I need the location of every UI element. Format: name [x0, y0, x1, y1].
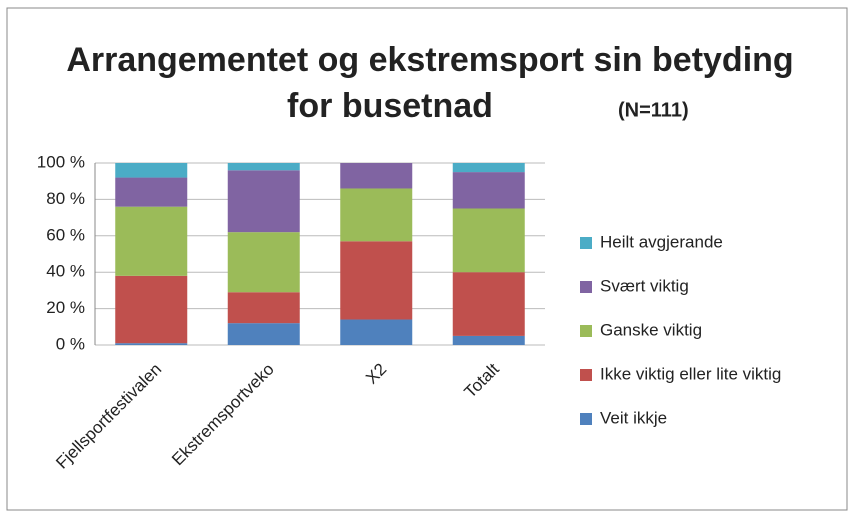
- legend-label: Veit ikkje: [600, 408, 667, 427]
- bar-segment: [227, 323, 300, 345]
- bar-segment: [115, 163, 188, 178]
- bar-segment: [452, 163, 525, 173]
- bar-segment: [115, 177, 188, 207]
- y-tick-label: 60 %: [46, 225, 85, 244]
- bar-segment: [115, 275, 188, 344]
- bar-segment: [452, 272, 525, 336]
- legend-swatch: [580, 369, 592, 381]
- chart-title: Arrangementet og ekstremsport sin betydi…: [66, 41, 793, 125]
- y-tick-label: 0 %: [56, 334, 85, 353]
- bar-segment: [340, 319, 413, 345]
- chart-subtitle: (N=111): [618, 99, 689, 121]
- bar-segment: [227, 232, 300, 293]
- bar-segment: [452, 172, 525, 209]
- title-line: for busetnad: [287, 87, 493, 125]
- legend-label: Svært viktig: [600, 276, 689, 295]
- legend-label: Ganske viktig: [600, 320, 702, 339]
- y-tick-label: 40 %: [46, 262, 85, 281]
- legend-label: Ikke viktig eller lite viktig: [600, 364, 781, 383]
- bar-segment: [115, 343, 188, 345]
- bar-segment: [227, 163, 300, 171]
- bar-segment: [227, 292, 300, 324]
- legend-swatch: [580, 281, 592, 293]
- title-line: Arrangementet og ekstremsport sin betydi…: [66, 41, 793, 79]
- y-tick-label: 20 %: [46, 298, 85, 317]
- bar-segment: [452, 208, 525, 273]
- bar-segment: [227, 170, 300, 233]
- bar-segment: [340, 188, 413, 242]
- bar-segment: [115, 206, 188, 276]
- y-tick-label: 100 %: [37, 152, 85, 171]
- bar-segment: [452, 335, 525, 345]
- legend-label: Heilt avgjerande: [600, 232, 723, 251]
- bar-segment: [340, 163, 413, 189]
- y-tick-label: 80 %: [46, 189, 85, 208]
- legend-swatch: [580, 325, 592, 337]
- bar-segment: [340, 241, 413, 320]
- legend-swatch: [580, 413, 592, 425]
- legend-swatch: [580, 237, 592, 249]
